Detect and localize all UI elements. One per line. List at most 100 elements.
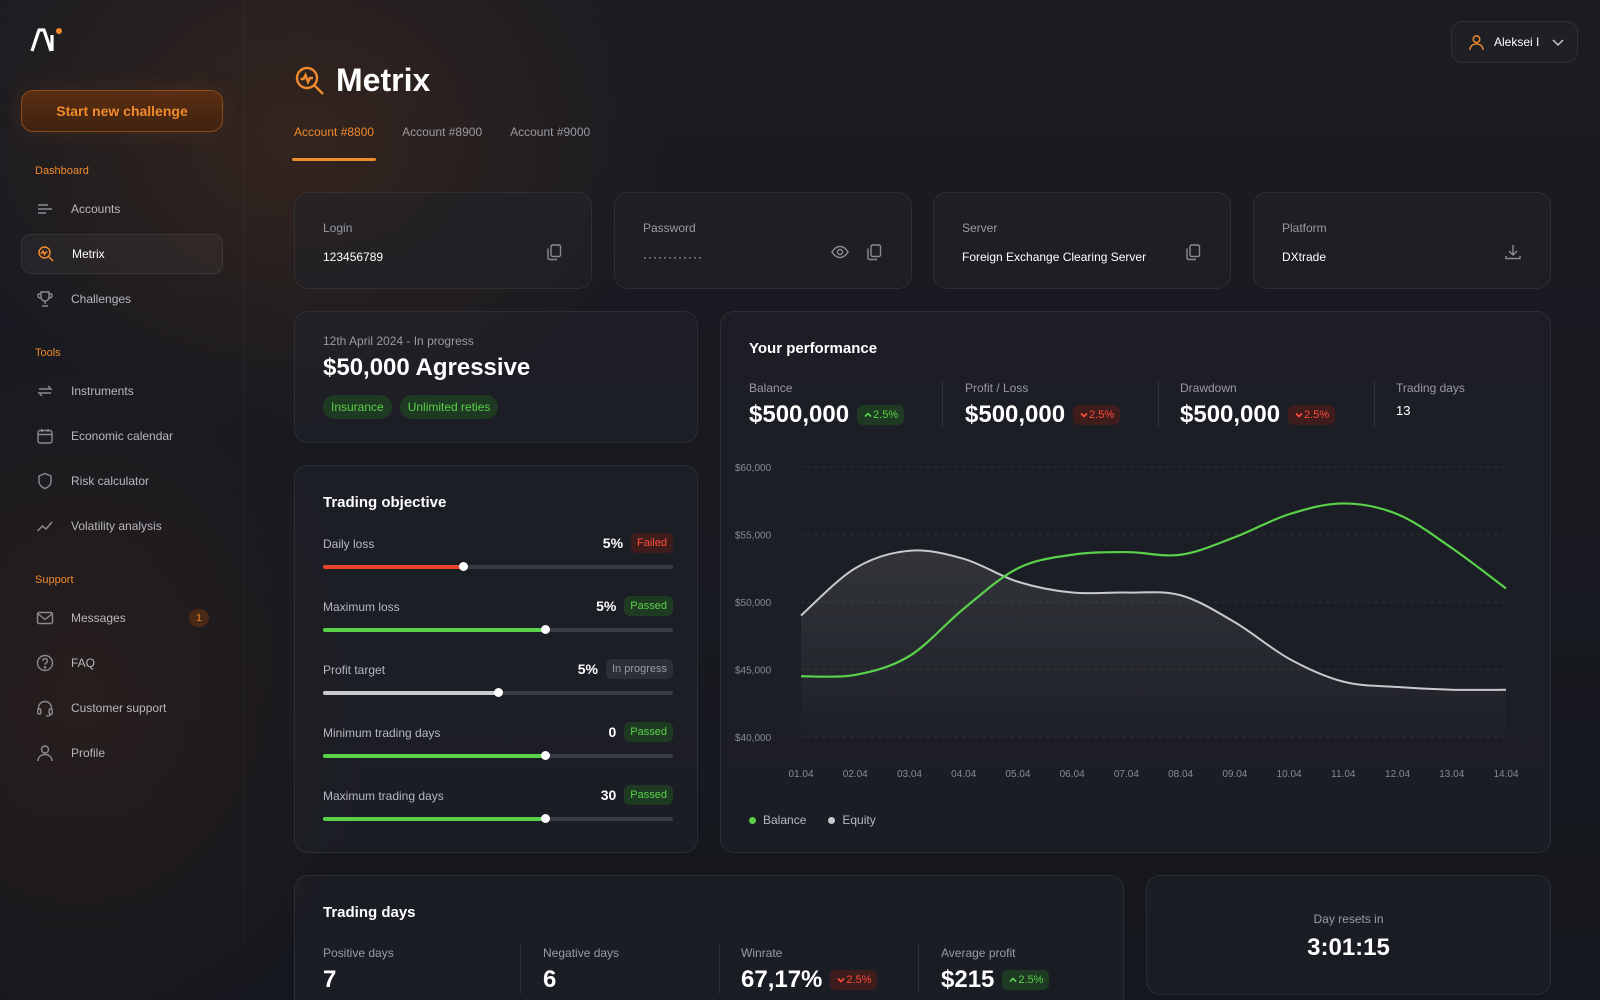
copy-icon[interactable] [865,243,883,261]
download-icon[interactable] [1504,243,1522,261]
stat-divider [719,944,720,994]
tab-account-8900[interactable]: Account #8900 [402,125,483,139]
objective-progress-track [323,688,673,697]
sidebar-item-accounts[interactable]: Accounts [21,189,223,229]
metrix-search-icon [37,245,55,263]
performance-line-chart: $60,000 $55,000 $50,000 $45,000 $40,000 01.04… [735,463,1519,780]
performance-title: Your performance [749,340,878,357]
stat-value: $500,000 [1180,401,1281,428]
x-tick-label: 02.04 [843,769,868,780]
objective-progress-fill [323,754,546,758]
tab-account-8800[interactable]: Account #8800 [291,125,377,161]
challenge-date-status: 12th April 2024 - In progress [323,334,474,348]
question-icon [36,654,54,672]
sidebar-item-label: Messages [71,611,126,625]
x-tick-label: 11.04 [1331,769,1356,780]
sidebar-item-instruments[interactable]: Instruments [21,371,223,411]
start-new-challenge-button[interactable]: Start new challenge [21,90,223,132]
stat-value: 7 [323,966,337,993]
user-menu-button[interactable]: Aleksei I [1451,21,1578,63]
tab-account-9000[interactable]: Account #9000 [510,125,591,139]
login-card: Login 123456789 [294,192,592,289]
trading-days-title: Trading days [323,904,416,921]
challenge-card: 12th April 2024 - In progress $50,000 Ag… [294,311,698,443]
stat-value: $215 [941,966,995,993]
sidebar-item-label: Volatility analysis [71,519,162,533]
stat-value: 6 [543,966,557,993]
y-tick-label: $40,000 [735,733,772,744]
stat-value: $500,000 [965,401,1066,428]
brand-logo[interactable] [30,26,64,54]
sidebar-item-volatility-analysis[interactable]: Volatility analysis [21,506,223,546]
unlimited-retries-tag: Unlimited reties [399,395,499,419]
arrow-up-icon [864,412,872,418]
sidebar-item-economic-calendar[interactable]: Economic calendar [21,416,223,456]
user-name: Aleksei I [1494,35,1540,49]
login-label: Login [323,221,353,235]
x-tick-label: 04.04 [951,769,976,780]
objective-progress-track [323,625,673,634]
sidebar-item-messages[interactable]: Messages 1 [21,598,223,638]
objective-progress-knob [494,688,503,697]
stat-label: Balance [749,381,793,395]
objective-value: 5% [596,598,617,614]
x-tick-label: 03.04 [897,769,922,780]
challenge-title: $50,000 Agressive [323,354,531,381]
user-icon [36,744,54,762]
objective-progress-track [323,562,673,571]
objective-status-badge: Passed [624,596,673,616]
section-tools: Tools [35,347,61,359]
chart-legend: Balance Equity [749,813,876,827]
objective-status-badge: Passed [624,722,673,742]
stat-divider [520,944,521,994]
stat-value: 67,17% [741,966,823,993]
password-value: ············ [643,250,703,264]
performance-card: Your performance Balance $500,000 2.5% P… [720,311,1551,853]
sidebar-item-label: Instruments [71,384,134,398]
stat-divider [1374,379,1375,429]
objective-value: 5% [577,661,598,677]
legend-item-equity[interactable]: Equity [828,813,876,827]
sidebar-item-challenges[interactable]: Challenges [21,279,223,319]
delta-text: 2.5% [873,409,899,421]
sidebar-item-faq[interactable]: FAQ [21,643,223,683]
objective-progress-fill [323,817,546,821]
sidebar-item-risk-calculator[interactable]: Risk calculator [21,461,223,501]
section-support: Support [35,574,74,586]
arrow-down-icon [1080,412,1088,418]
objective-status-badge: Passed [624,785,673,805]
x-tick-label: 12.04 [1385,769,1410,780]
copy-icon[interactable] [545,243,563,261]
server-value: Foreign Exchange Clearing Server [962,250,1147,264]
balance-stat: Balance $500,000 2.5% [749,381,905,429]
legend-item-balance[interactable]: Balance [749,813,806,827]
delta-up-badge: 2.5% [1002,970,1050,990]
delta-up-badge: 2.5% [857,405,905,425]
shield-icon [36,472,54,490]
y-tick-label: $50,000 [735,598,772,609]
objective-progress-track [323,751,673,760]
trophy-icon [36,290,54,308]
x-tick-label: 05.04 [1005,769,1030,780]
sidebar-item-customer-support[interactable]: Customer support [21,688,223,728]
objective-status-badge: Failed [631,533,673,553]
x-tick-label: 09.04 [1222,769,1247,780]
winrate-stat: Winrate 67,17% 2.5% [741,946,878,994]
y-tick-label: $45,000 [735,666,772,677]
objective-label: Maximum loss [323,600,400,614]
delta-text: 2.5% [846,974,872,986]
copy-icon[interactable] [1184,243,1202,261]
sidebar-item-metrix[interactable]: Metrix [21,234,223,274]
delta-down-badge: 2.5% [830,970,878,990]
mail-icon [36,609,54,627]
average-profit-stat: Average profit $215 2.5% [941,946,1050,994]
objective-progress-knob [541,625,551,634]
objective-status-badge: In progress [605,659,673,679]
arrow-down-icon [1295,412,1303,418]
stat-label: Profit / Loss [965,381,1029,395]
sidebar-item-profile[interactable]: Profile [21,733,223,773]
objective-title: Trading objective [323,494,447,511]
eye-icon[interactable] [831,243,849,261]
x-tick-label: 06.04 [1060,769,1085,780]
sidebar-item-label: Economic calendar [71,429,174,443]
